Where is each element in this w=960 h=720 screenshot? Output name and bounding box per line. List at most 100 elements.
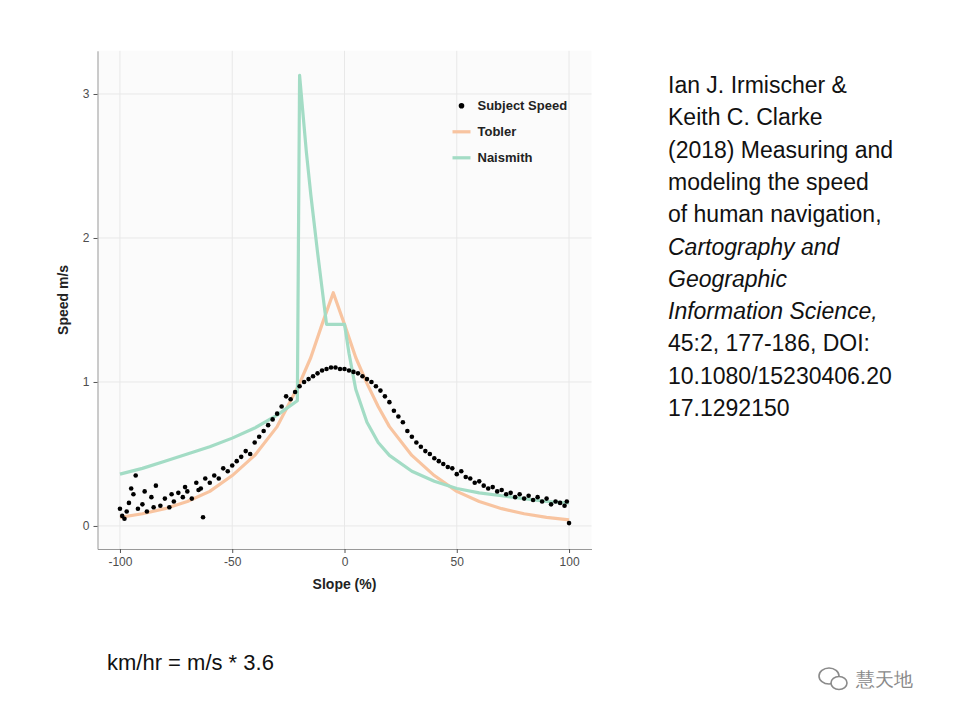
data-point [392,408,397,413]
data-point [234,459,239,464]
data-point [293,390,298,395]
data-point [167,505,172,510]
data-point [565,499,570,504]
y-tick-mark [94,94,98,95]
data-point [508,491,513,496]
data-point [481,483,486,488]
data-point [320,368,325,373]
data-point [225,469,230,474]
data-point [203,476,208,481]
data-point [369,380,374,385]
data-point [266,423,271,428]
data-point [360,374,365,379]
data-point [499,488,504,493]
citation-line: modeling the speed [668,169,869,195]
data-point [306,377,311,382]
citation-line: (2018) Measuring and [668,137,893,163]
citation-line: Information Science, [668,298,878,324]
data-point [243,449,248,454]
data-point [284,394,289,399]
data-point [378,388,383,393]
data-point [329,365,334,370]
y-tick-mark [94,382,98,383]
y-axis-title: Speed m/s [55,265,71,335]
x-axis: -100-50050100 [98,549,592,569]
data-point [185,489,190,494]
data-point [432,456,437,461]
data-point [122,516,127,521]
x-tick-label: 0 [342,555,349,569]
data-point [513,495,518,500]
data-point [553,499,558,504]
data-point [239,455,244,460]
data-point [324,367,329,372]
plot-area [118,75,572,525]
data-point [169,492,174,497]
data-point [194,480,199,485]
y-tick-label: 2 [83,231,90,245]
data-point [387,400,392,405]
data-point [486,486,491,491]
data-point [163,496,168,501]
series-points [118,365,572,525]
grid [98,51,592,549]
x-tick-mark [232,549,233,553]
data-point [158,504,163,509]
x-tick-label: 50 [451,555,465,569]
data-point [127,501,132,506]
y-tick: 3 [83,87,98,101]
chart-canvas: -100-500501000123Slope (%)Speed m/sSubje… [0,0,960,720]
x-tick: -100 [108,549,132,569]
data-point [468,476,473,481]
data-point [338,367,343,372]
y-tick-label: 3 [83,87,90,101]
data-point [136,506,141,511]
legend-label: Naismith [478,150,533,165]
y-tick-mark [94,526,98,527]
citation-line: Cartography and [668,234,841,260]
data-point [490,485,495,490]
data-point [459,469,464,474]
data-point [567,521,572,526]
data-point [142,489,147,494]
data-point [540,499,545,504]
legend-key [453,130,471,133]
footer-note: km/hr = m/s * 3.6 [107,650,274,675]
data-point [288,397,293,402]
legend-label: Tobler [478,124,517,139]
x-tick: 50 [451,549,465,569]
plot-panel [98,51,592,549]
data-point [549,502,554,507]
data-point [428,452,433,457]
x-tick: 100 [560,549,580,569]
y-tick: 2 [83,231,98,245]
x-tick-mark [345,549,346,553]
data-point [154,483,159,488]
data-point [526,493,531,498]
citation-line: Ian J. Irmischer & [668,72,847,98]
data-point [315,371,320,376]
data-point [342,367,347,372]
data-point [140,502,145,507]
data-point [504,492,509,497]
data-point [410,434,415,439]
data-point [216,476,221,481]
y-tick: 0 [83,519,98,533]
data-point [124,509,129,514]
data-point [207,480,212,485]
citation: Ian J. Irmischer &Keith C. Clarke(2018) … [668,72,893,421]
data-point [356,371,361,376]
data-point [531,498,536,503]
data-point [181,495,186,500]
data-point [131,492,136,497]
citation-line: 45:2, 177-186, DOI: [668,330,870,356]
data-point [450,466,455,471]
icon-bubble [831,677,847,690]
data-point [401,420,406,425]
data-point [423,449,428,454]
data-point [257,434,262,439]
data-point [441,462,446,467]
data-point [414,440,419,445]
x-tick: 0 [342,549,349,569]
data-point [558,501,563,506]
